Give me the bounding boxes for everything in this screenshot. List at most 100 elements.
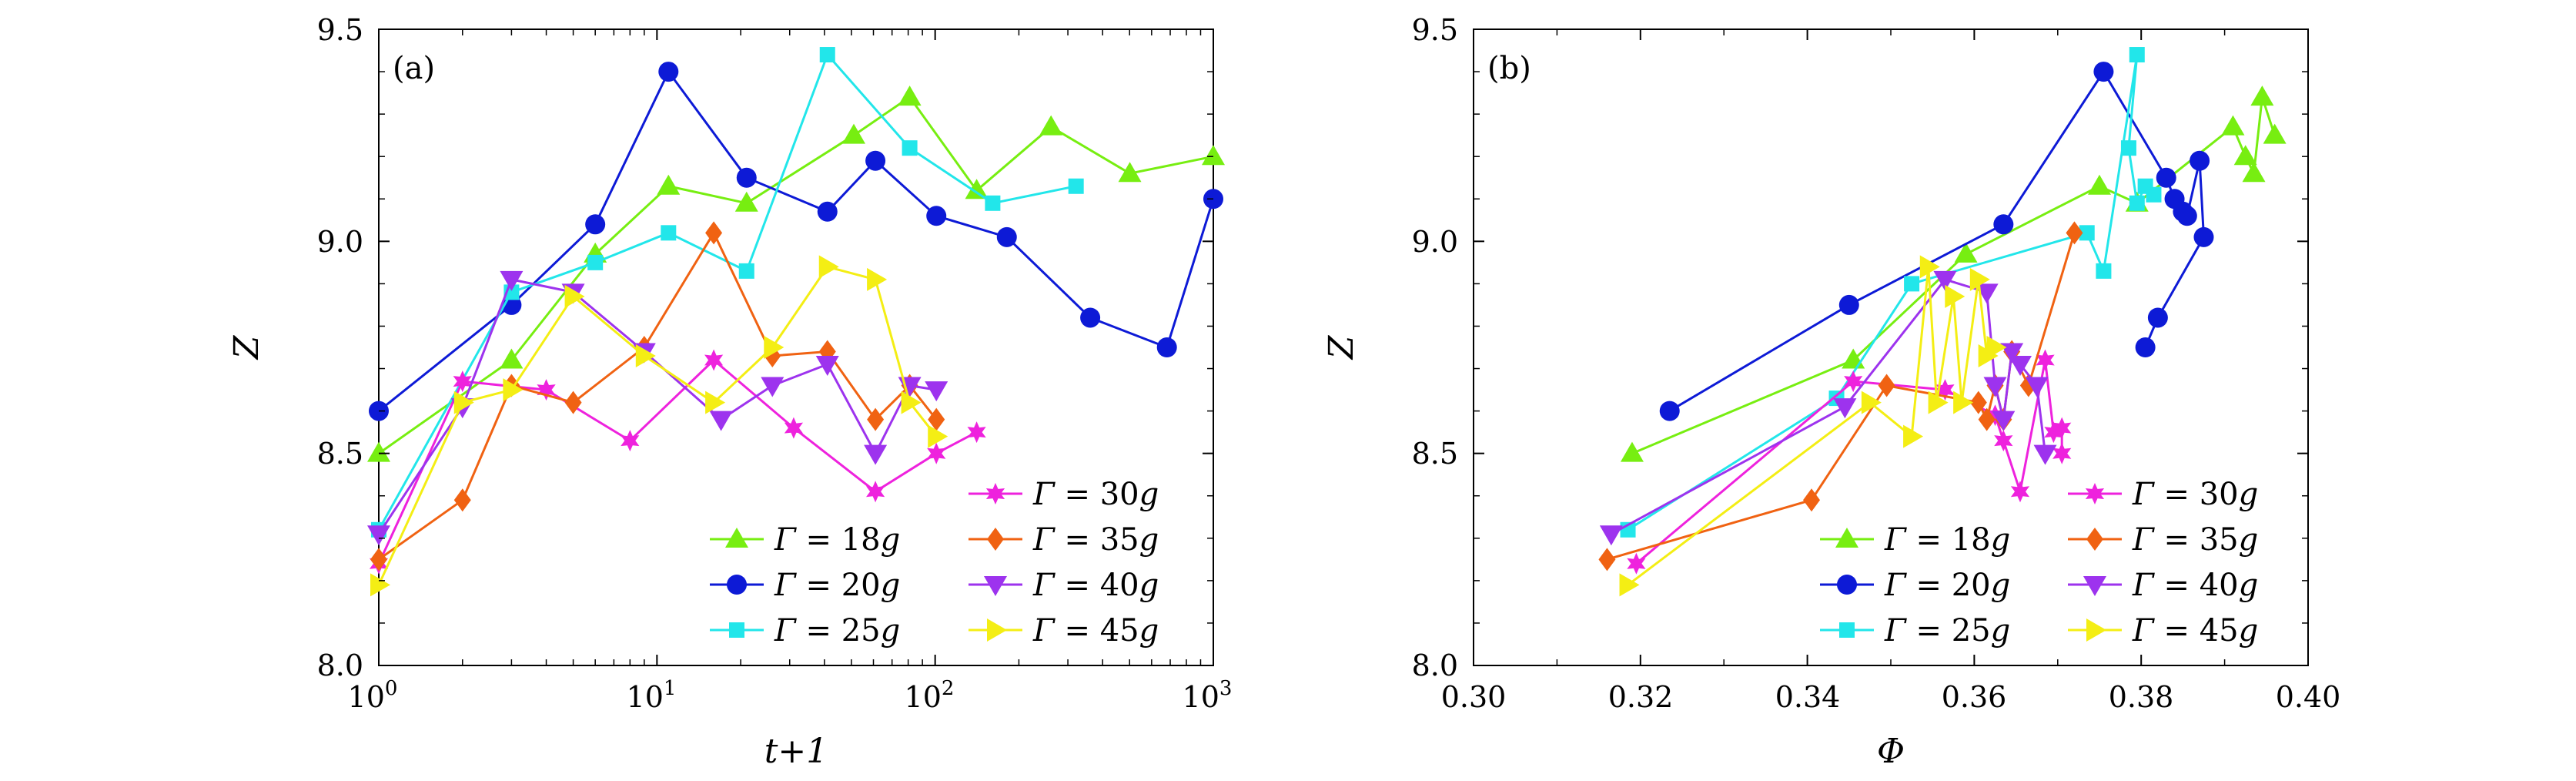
- panel-b-series-3-point-8: [2052, 417, 2072, 439]
- panel-b-series-0-line: [1631, 96, 2277, 455]
- panel-b-legend-entry-30g: Γ = 30g: [2068, 477, 2258, 512]
- legend-label-45g: Γ = 45g: [1032, 613, 1159, 649]
- panel-a-ytick-label-0: 8.0: [317, 649, 363, 682]
- panel-a-legend-entry-35g: Γ = 35g: [969, 522, 1159, 558]
- panel-b-series-6-point-3: [1919, 255, 1940, 279]
- panel-a-series-1-point-6: [865, 150, 886, 171]
- panel-b-series-5: [1599, 270, 2057, 546]
- legend-label-45g: Γ = 45g: [2132, 613, 2258, 649]
- panel-a-series-0-point-1: [500, 348, 524, 369]
- legend-marker-18g: [725, 528, 748, 548]
- panel-b-series-3-point-2: [1935, 379, 1955, 401]
- panel-b-series-0-point-3: [2088, 174, 2111, 195]
- panel-a-series-0-point-5: [842, 123, 866, 144]
- panel-b-series-4-point-1: [1803, 488, 1821, 512]
- panel-a-series-1-point-5: [817, 201, 838, 222]
- panel-a-series-0-point-8: [1039, 115, 1063, 136]
- panel-a-series-3-point-4: [704, 349, 724, 371]
- legend-label-25g: Γ = 25g: [774, 613, 900, 649]
- panel-a-legend: Γ = 18g Γ = 20g Γ = 25g Γ = 30g Γ = 35g: [710, 477, 1159, 649]
- panel-a-series-0-point-6: [898, 85, 922, 106]
- legend-label-30g: Γ = 30g: [2132, 477, 2258, 512]
- panel-a-series-6-point-6: [764, 336, 785, 359]
- panel-a-series-6-point-5: [705, 390, 726, 414]
- panel-a-series-1-point-8: [996, 226, 1017, 247]
- panel-a-series-2-point-2: [587, 254, 604, 270]
- panel-a-series-4-point-1: [453, 488, 471, 512]
- panel-b-series-1-point-2: [1993, 214, 2014, 235]
- legend-marker-30g: [985, 483, 1005, 504]
- panel-b-series-4-point-9: [2066, 221, 2083, 245]
- panel-a-series-6-point-2: [503, 378, 524, 402]
- panel-a-series-0-point-3: [657, 174, 681, 195]
- legend-label-40g: Γ = 40g: [2132, 568, 2258, 603]
- panel-a-plot-frame: [378, 28, 1214, 666]
- panel-a-series-6-point-0: [370, 573, 390, 597]
- panel-b-series-2-point-4: [2096, 263, 2112, 279]
- panel-b-series-0-point-7: [2242, 162, 2266, 183]
- panel-b-series-0-point-0: [1620, 441, 1644, 462]
- panel-a-series-6-point-7: [818, 255, 839, 279]
- panel-a-series-1-point-2: [585, 214, 606, 235]
- panel-b-series-3-point-0: [1627, 552, 1646, 575]
- panel-a-series-0-point-9: [1118, 162, 1142, 183]
- legend-marker-25g-shape: [1839, 622, 1855, 638]
- panel-a-series-0-point-7: [965, 179, 989, 199]
- panel-a-series-5-point-8: [864, 444, 888, 465]
- panel-a-series-2-line: [377, 53, 1076, 531]
- panel-a-label: (a): [393, 51, 435, 86]
- panel-a-series-2-point-6: [902, 140, 918, 156]
- panel-b-series-2-point-9: [2146, 186, 2162, 203]
- panel-a-series-5-point-7: [815, 356, 839, 377]
- panel-a-series-6-point-10: [928, 424, 948, 448]
- panel-a-ylabel: Z: [227, 334, 266, 360]
- panel-a-legend-entry-25g: Γ = 25g: [710, 613, 900, 649]
- panel-b-series-3-point-9: [2052, 442, 2072, 464]
- panel-a-series-3-point-8: [967, 421, 986, 444]
- panel-a-legend-entry-40g: Γ = 40g: [969, 568, 1159, 603]
- legend-label-30g: Γ = 30g: [1032, 477, 1159, 512]
- legend-marker-40g: [984, 576, 1007, 596]
- panel-a-series-3-point-6: [866, 481, 885, 503]
- legend-marker-35g: [987, 528, 1004, 551]
- panel-b-series-6-point-4: [1928, 390, 1949, 414]
- panel-b-series-5-point-4: [1983, 377, 2007, 397]
- legend-marker-18g-shape: [725, 528, 748, 548]
- panel-b-series-3-point-6: [2036, 349, 2055, 371]
- panel-b-ylabel: Z: [1322, 334, 1361, 360]
- panel-b-series-6-point-2: [1903, 424, 1924, 448]
- legend-marker-45g-shape: [2086, 618, 2106, 642]
- legend-marker-25g: [729, 622, 744, 638]
- legend-marker-30g-shape: [2085, 483, 2105, 504]
- panel-a-series-3: [369, 349, 986, 575]
- panel-a-xtick-label-1: 101: [627, 677, 677, 714]
- panel-b-ytick-label-2: 9.0: [1412, 225, 1458, 259]
- panel-b-series-6-point-1: [1861, 390, 1882, 414]
- legend-label-40g: Γ = 40g: [1032, 568, 1159, 603]
- panel-a-series-4-point-5: [705, 221, 723, 245]
- panel-b-series-layer: [1598, 47, 2287, 597]
- panel-a-series-6: [370, 255, 948, 597]
- panel-a-series-4-point-0: [370, 548, 387, 572]
- panel-b-label: (b): [1487, 51, 1531, 86]
- panel-b-series-0-point-5: [2221, 115, 2245, 136]
- panel-b-xtick-label-1: 0.32: [1608, 680, 1674, 714]
- panel-a-series-3-point-2: [537, 379, 556, 401]
- panel-b-series-5-point-3: [1975, 283, 1999, 304]
- panel-b-series-3-point-4: [1994, 430, 2013, 452]
- legend-label-35g: Γ = 35g: [2132, 522, 2258, 558]
- panel-b-ytick-label-1: 8.5: [1412, 437, 1458, 471]
- panel-a-series-3-point-5: [784, 417, 803, 439]
- panel-b-series-0: [1620, 85, 2287, 462]
- panel-a-series-1-point-4: [736, 167, 757, 188]
- panel-b-series-1-point-4: [2156, 167, 2176, 188]
- legend-marker-18g: [1835, 528, 1858, 548]
- legend-marker-35g-shape: [987, 528, 1004, 551]
- panel-b-series-5-point-2: [1933, 270, 1957, 291]
- legend-marker-20g-shape: [727, 575, 747, 595]
- panel-b-series-1-point-11: [2135, 337, 2156, 357]
- panel-b-xtick-label-4: 0.38: [2109, 680, 2174, 714]
- panel-a-series-3-point-3: [621, 430, 640, 452]
- panel-a: (a) 100 101 102 103 8.0 8.5 9.0 9.5 t+1 …: [227, 13, 1232, 771]
